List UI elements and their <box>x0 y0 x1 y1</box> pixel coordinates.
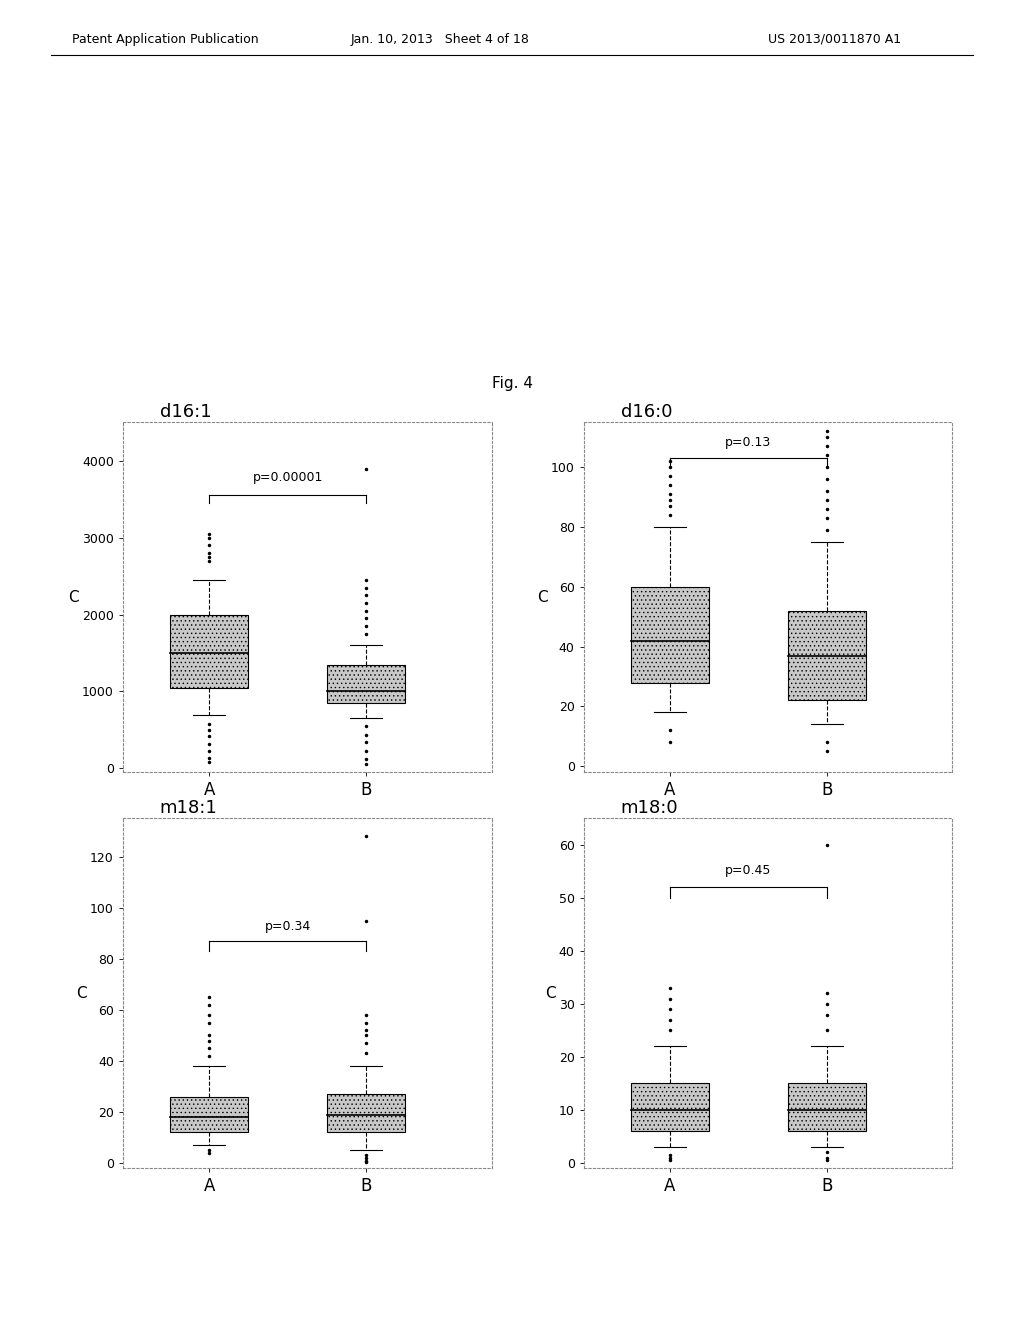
Text: d16:1: d16:1 <box>160 403 211 421</box>
Text: p=0.45: p=0.45 <box>725 863 771 876</box>
Y-axis label: C: C <box>538 590 548 605</box>
Y-axis label: C: C <box>69 590 79 605</box>
Bar <box>787 1084 866 1131</box>
Text: Patent Application Publication: Patent Application Publication <box>72 33 258 46</box>
Y-axis label: C: C <box>77 986 87 1001</box>
Bar <box>787 611 866 701</box>
Bar <box>631 1084 710 1131</box>
Bar <box>327 1094 406 1133</box>
Text: m18:1: m18:1 <box>160 799 217 817</box>
Bar <box>170 615 249 688</box>
Text: m18:0: m18:0 <box>621 799 678 817</box>
Bar <box>631 587 710 682</box>
Text: p=0.00001: p=0.00001 <box>252 471 323 484</box>
Text: p=0.13: p=0.13 <box>725 437 771 449</box>
Text: Jan. 10, 2013   Sheet 4 of 18: Jan. 10, 2013 Sheet 4 of 18 <box>351 33 529 46</box>
Text: d16:0: d16:0 <box>621 403 672 421</box>
Bar <box>170 1097 249 1133</box>
Y-axis label: C: C <box>545 986 556 1001</box>
Bar <box>327 664 406 704</box>
Text: Fig. 4: Fig. 4 <box>492 376 532 391</box>
Text: p=0.34: p=0.34 <box>264 920 310 933</box>
Text: US 2013/0011870 A1: US 2013/0011870 A1 <box>768 33 901 46</box>
